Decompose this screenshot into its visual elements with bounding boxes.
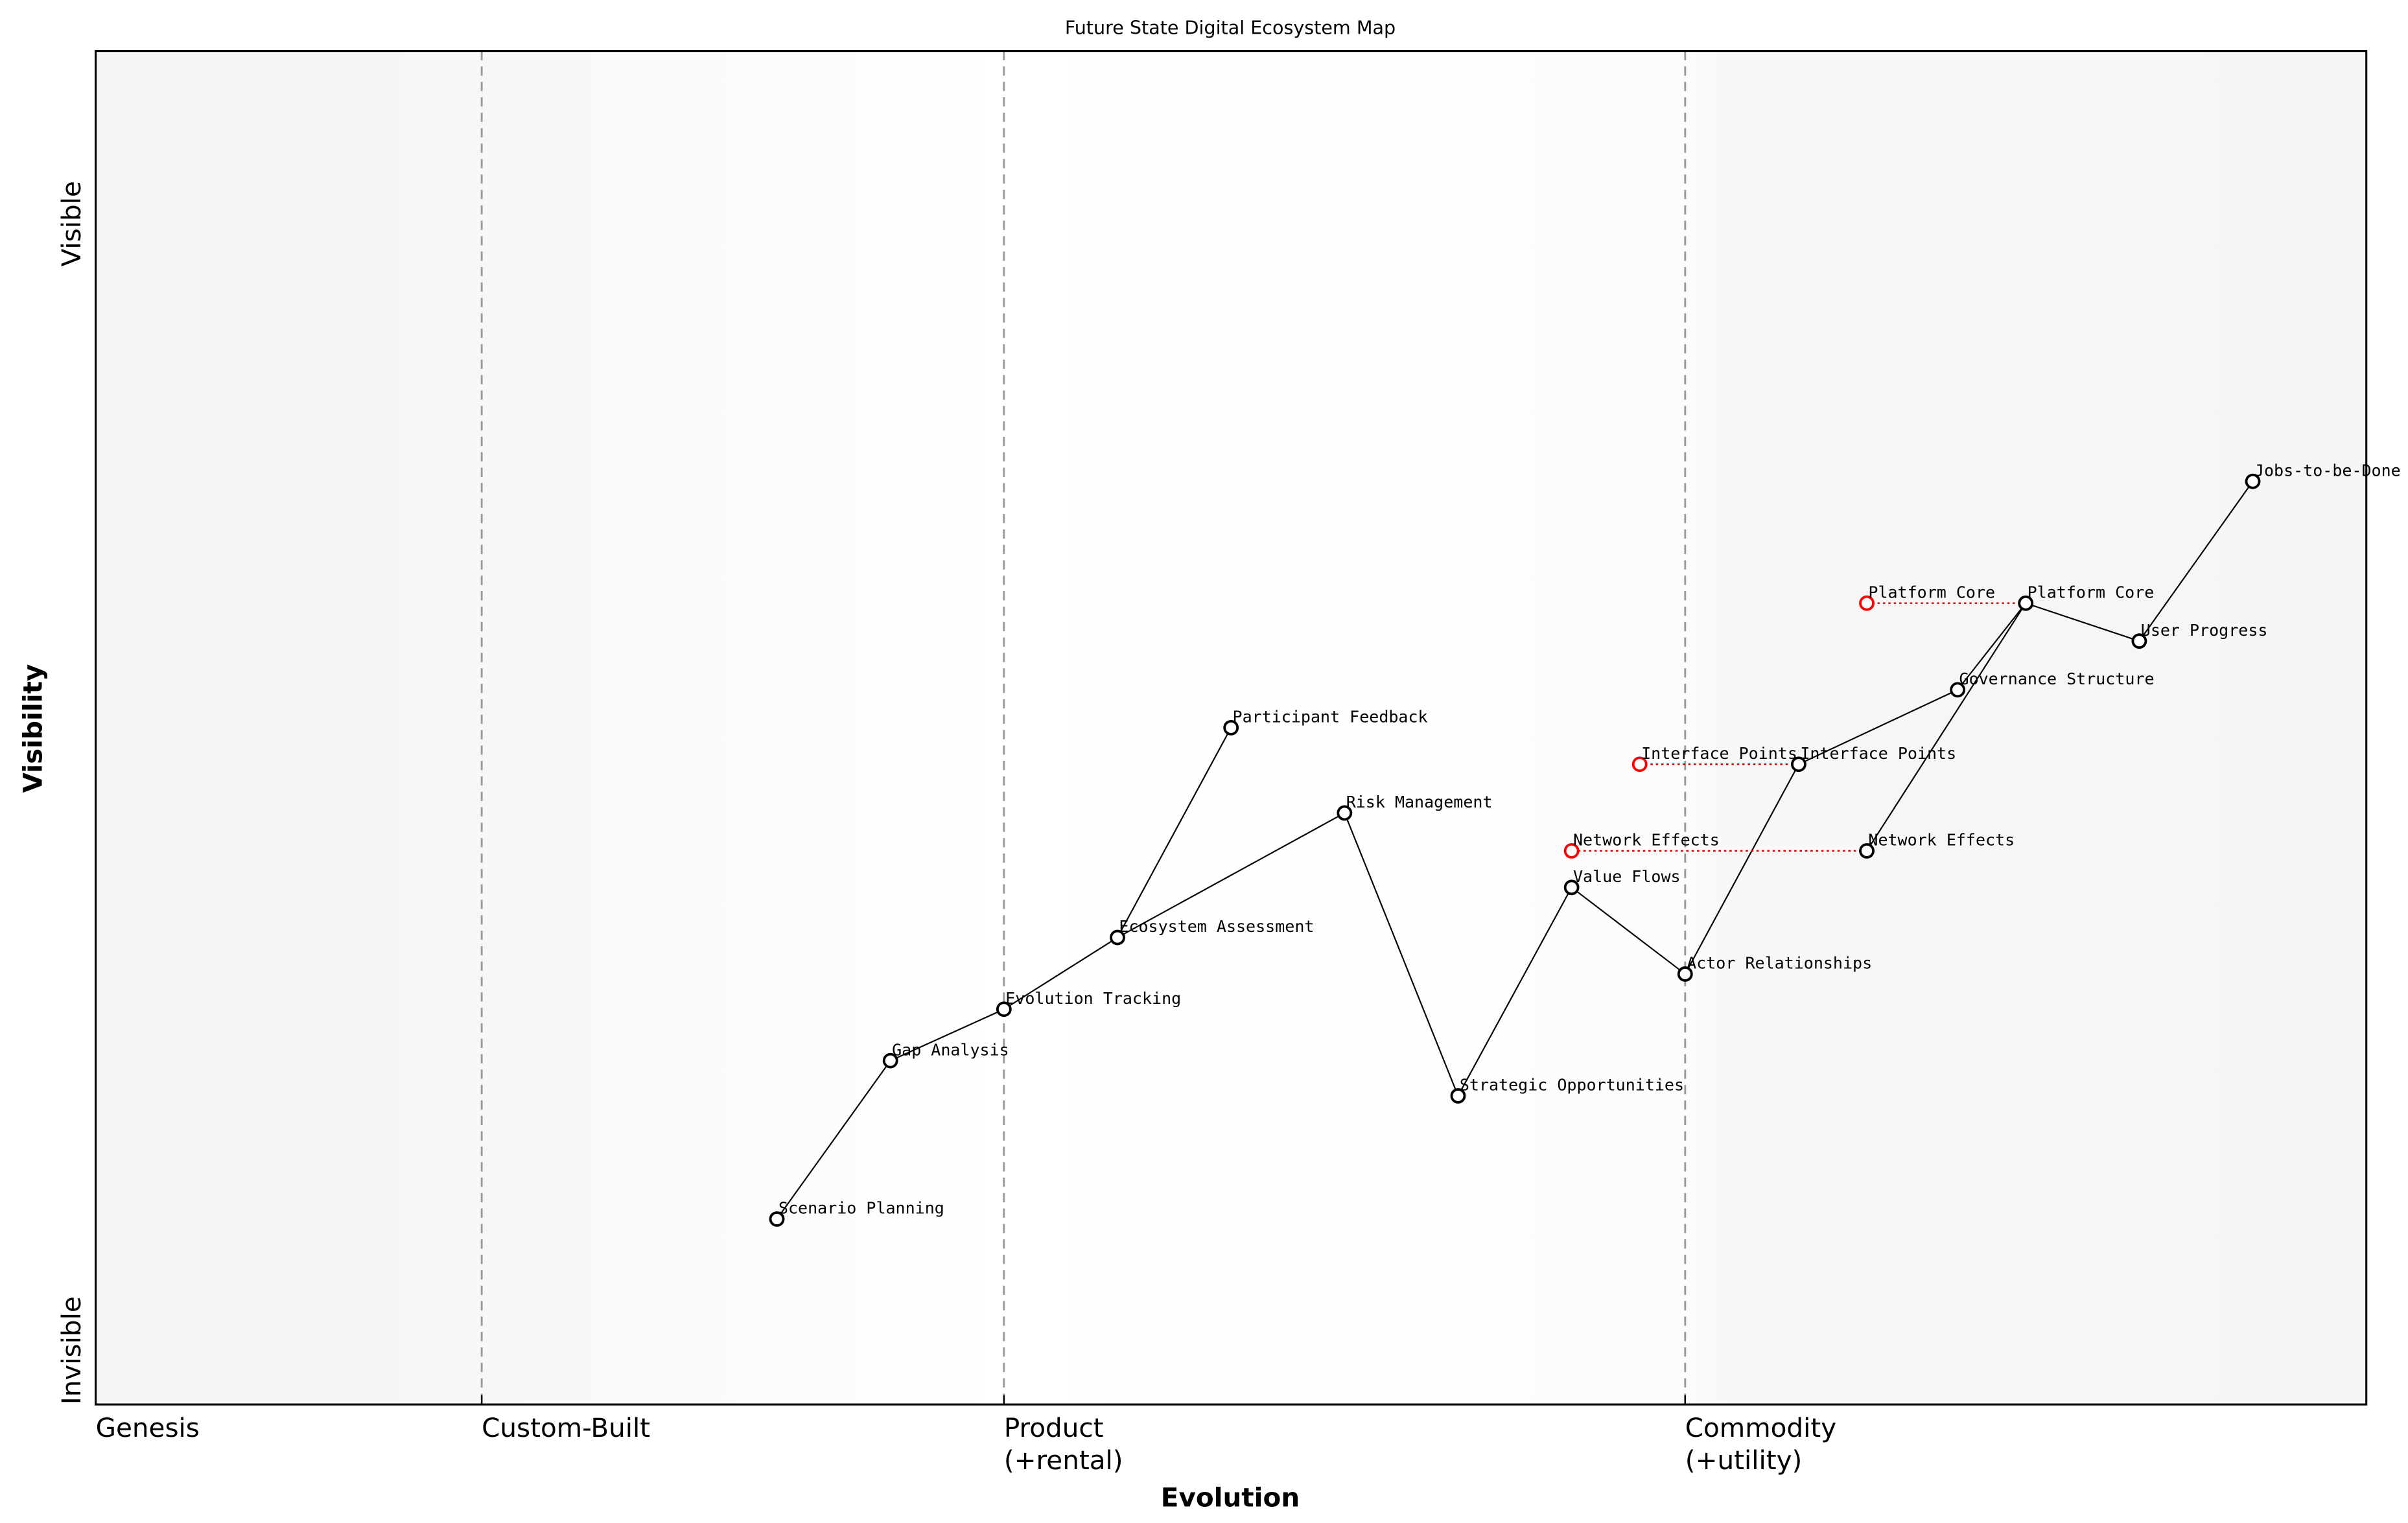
dependency-link bbox=[1344, 813, 1459, 1097]
chart-title: Future State Digital Ecosystem Map bbox=[1065, 16, 1396, 38]
dependency-link bbox=[890, 1008, 1005, 1062]
component-marker bbox=[1563, 879, 1580, 896]
component-label: Evolution Tracking bbox=[1005, 989, 1181, 1008]
component-marker bbox=[1223, 719, 1239, 736]
plot-frame bbox=[95, 50, 2368, 1406]
component-marker bbox=[1791, 756, 1806, 773]
stage-label: Genesis bbox=[96, 1412, 200, 1443]
y-label-visible: Visible bbox=[56, 181, 87, 266]
evolved-component-label: Interface Points bbox=[1641, 744, 1797, 763]
dependency-link bbox=[1117, 812, 1345, 938]
dependency-link bbox=[1003, 936, 1118, 1010]
dependency-link bbox=[2138, 481, 2254, 642]
component-marker bbox=[1110, 929, 1125, 946]
component-label: Network Effects bbox=[1868, 831, 2015, 850]
component-marker bbox=[2018, 595, 2034, 611]
component-label: Risk Management bbox=[1346, 793, 1493, 811]
stage-label: Product (+rental) bbox=[1004, 1412, 1123, 1476]
dependency-link bbox=[1957, 603, 2027, 691]
dependency-link bbox=[1684, 763, 1799, 975]
component-label: Scenario Planning bbox=[778, 1199, 944, 1218]
dependency-link bbox=[1798, 689, 1958, 765]
component-label: Interface Points bbox=[1800, 744, 1956, 763]
component-marker bbox=[1677, 966, 1693, 982]
dependency-link bbox=[1457, 887, 1572, 1097]
evolved-component-marker bbox=[1631, 756, 1648, 773]
component-marker bbox=[882, 1052, 898, 1069]
component-label: Strategic Opportunities bbox=[1460, 1076, 1684, 1095]
evolved-component-marker bbox=[1859, 595, 1875, 611]
evolved-component-marker bbox=[1563, 843, 1580, 859]
component-marker bbox=[1450, 1088, 1466, 1104]
component-label: Jobs-to-be-Done bbox=[2254, 461, 2401, 480]
component-marker bbox=[1859, 843, 1875, 859]
component-label: Ecosystem Assessment bbox=[1119, 917, 1314, 936]
component-marker bbox=[2131, 633, 2147, 649]
dependency-link bbox=[1866, 603, 2027, 852]
component-label: User Progress bbox=[2141, 621, 2268, 640]
dependency-link bbox=[1117, 727, 1232, 938]
component-label: Platform Core bbox=[2028, 583, 2155, 601]
component-label: Actor Relationships bbox=[1687, 954, 1872, 973]
component-marker bbox=[1950, 682, 1966, 698]
component-label: Gap Analysis bbox=[892, 1040, 1009, 1059]
dependency-link bbox=[2025, 602, 2140, 642]
stage-label: Custom-Built bbox=[482, 1412, 650, 1443]
x-axis-label: Evolution bbox=[1161, 1482, 1300, 1513]
component-marker bbox=[2245, 473, 2261, 489]
stage-label: Commodity (+utility) bbox=[1685, 1412, 1836, 1476]
dependency-link bbox=[776, 1060, 891, 1220]
dependency-link bbox=[1571, 887, 1686, 975]
component-label: Participant Feedback bbox=[1233, 708, 1428, 727]
component-label: Value Flows bbox=[1573, 867, 1681, 886]
y-label-invisible: Invisible bbox=[56, 1296, 87, 1404]
evolved-component-label: Network Effects bbox=[1573, 831, 1720, 850]
component-marker bbox=[1337, 805, 1353, 821]
component-label: Governance Structure bbox=[1959, 669, 2155, 688]
y-axis-label: Visibility bbox=[17, 664, 48, 793]
component-marker bbox=[769, 1211, 785, 1227]
evolved-component-label: Platform Core bbox=[1868, 583, 1995, 601]
component-marker bbox=[996, 1001, 1012, 1017]
